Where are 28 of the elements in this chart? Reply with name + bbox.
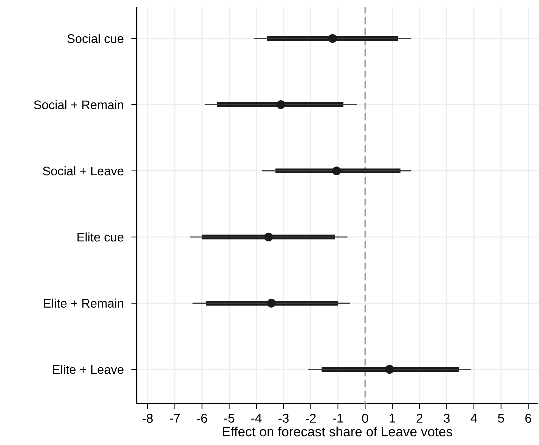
x-tick-label: -4 [252, 414, 262, 423]
y-tick-label: Social + Leave [43, 166, 124, 176]
x-tick-label: 1 [390, 414, 396, 423]
x-tick-label: -5 [224, 414, 235, 423]
y-tick-label: Elite + Leave [53, 365, 124, 374]
x-tick-label: 3 [444, 414, 450, 424]
y-tick-label: Elite + Remain [44, 298, 124, 308]
y-tick-label: Elite cue [78, 232, 124, 242]
y-tick-label: Social + Remain [34, 100, 124, 110]
x-tick-label: 6 [526, 414, 532, 424]
point [385, 365, 394, 374]
point [276, 100, 286, 110]
x-tick-label: -1 [333, 414, 344, 423]
x-axis-title: Effect on forecast share of Leave votes [223, 426, 452, 437]
point [267, 299, 276, 308]
x-tick-label: 0 [362, 414, 368, 424]
x-tick-label: -6 [197, 414, 208, 424]
x-tick-label: 4 [470, 414, 478, 423]
x-tick-label: -2 [306, 414, 316, 423]
point [332, 166, 342, 176]
x-tick-label: -3 [278, 414, 289, 424]
point [328, 34, 338, 44]
x-tick-label: 2 [416, 414, 423, 423]
x-tick-label: -7 [170, 414, 180, 423]
x-tick-label: 5 [498, 414, 504, 423]
point [264, 232, 274, 242]
x-tick-label: -8 [142, 414, 153, 424]
y-tick-label: Social cue [68, 34, 124, 44]
